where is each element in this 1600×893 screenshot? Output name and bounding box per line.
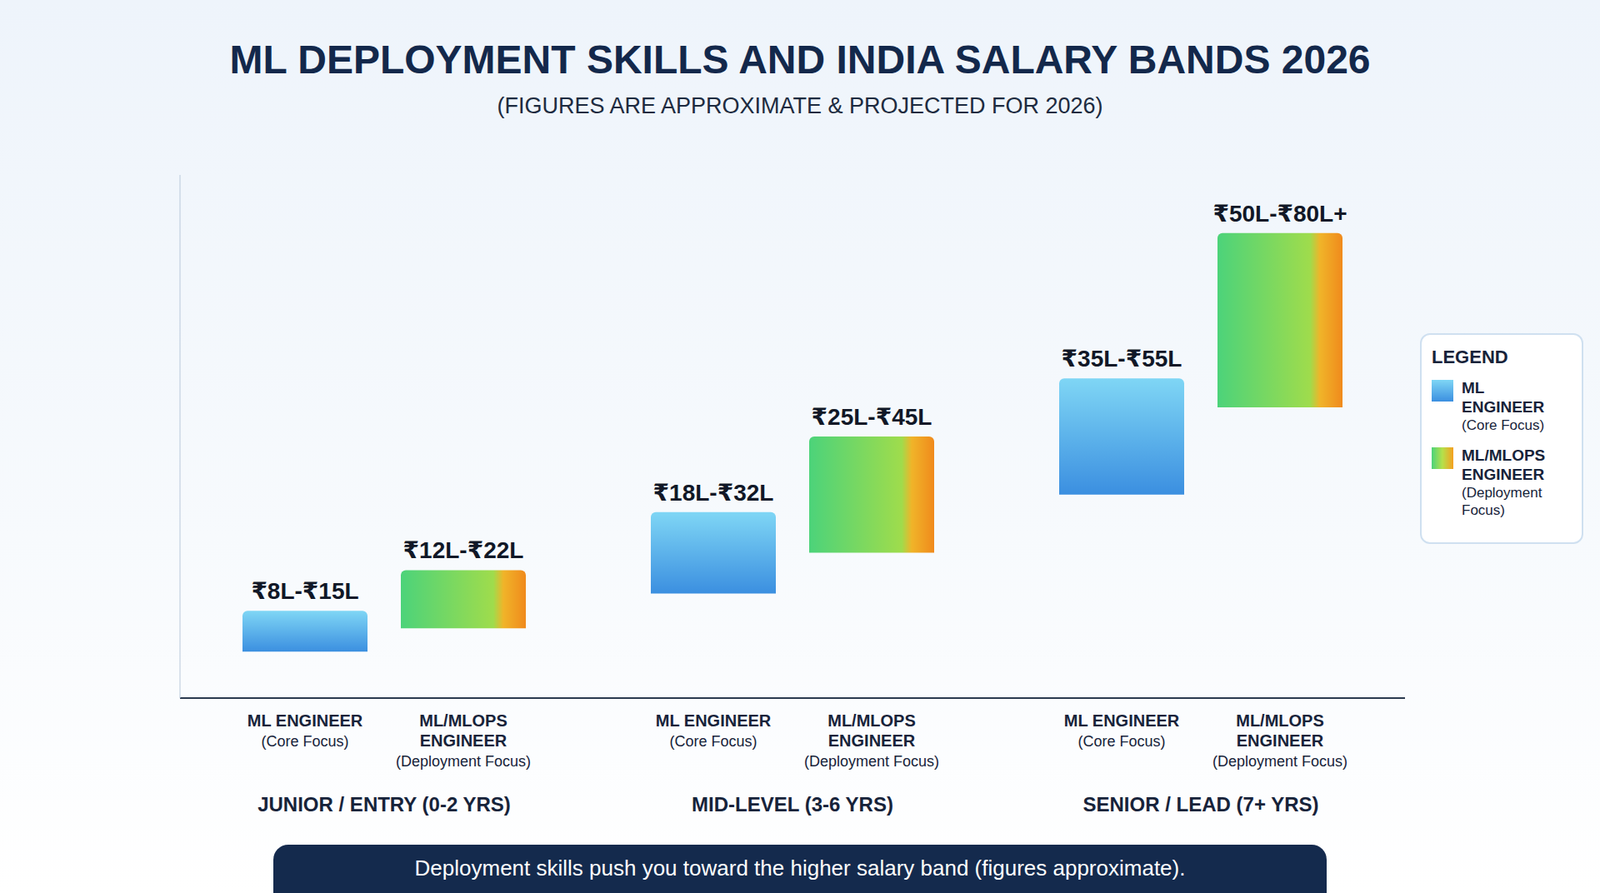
svg-text:₹12L-₹22L: ₹12L-₹22L <box>403 537 525 564</box>
svg-text:ML ENGINEER: ML ENGINEER <box>247 711 364 730</box>
svg-text:ENGINEER: ENGINEER <box>1236 731 1325 750</box>
html-text:ML ENGINEER: ML ENGINEER <box>1461 379 1545 416</box>
svg-text:ML ENGINEER: ML ENGINEER <box>1064 711 1180 730</box>
svg-text:₹35L-₹55L: ₹35L-₹55L <box>1061 345 1183 372</box>
svg-text:₹25L-₹45L: ₹25L-₹45L <box>811 404 933 430</box>
svg-text:(Deployment Focus): (Deployment Focus) <box>804 753 940 770</box>
html-text:ML DEPLOYMENT SKILLS AND INDIA: ML DEPLOYMENT SKILLS AND INDIA SALARY BA… <box>229 37 1371 82</box>
svg-text:MID-LEVEL (3-6 YRS): MID-LEVEL (3-6 YRS) <box>691 793 894 816</box>
html-text:(Deployment Focus): (Deployment Focus) <box>1461 485 1542 519</box>
svg-text:ENGINEER: ENGINEER <box>828 731 916 750</box>
svg-text:SENIOR / LEAD (7+ YRS): SENIOR / LEAD (7+ YRS) <box>1083 793 1320 816</box>
svg-text:ML/MLOPS: ML/MLOPS <box>419 711 508 730</box>
svg-text:(Core Focus): (Core Focus) <box>260 733 349 750</box>
svg-text:ML/MLOPS: ML/MLOPS <box>1235 711 1325 730</box>
html-text:ML/MLOPS ENGINEER: ML/MLOPS ENGINEER <box>1461 446 1546 484</box>
html-text:LEGEND: LEGEND <box>1431 346 1509 368</box>
svg-text:(Deployment Focus): (Deployment Focus) <box>395 753 531 770</box>
svg-text:(Core Focus): (Core Focus) <box>669 733 757 750</box>
svg-text:₹50L-₹80L+: ₹50L-₹80L+ <box>1212 200 1347 227</box>
svg-text:JUNIOR / ENTRY (0-2 YRS): JUNIOR / ENTRY (0-2 YRS) <box>257 793 511 816</box>
html-text:(FIGURES ARE APPROXIMATE & PRO: (FIGURES ARE APPROXIMATE & PROJECTED FOR… <box>497 93 1103 119</box>
html-text:(Core Focus): (Core Focus) <box>1461 417 1545 434</box>
svg-text:(Deployment Focus): (Deployment Focus) <box>1212 753 1348 770</box>
svg-text:(Core Focus): (Core Focus) <box>1077 733 1165 750</box>
html-text:Deployment skills push you tow: Deployment skills push you toward the hi… <box>414 855 1186 881</box>
svg-text:ENGINEER: ENGINEER <box>420 731 508 750</box>
svg-text:₹8L-₹15L: ₹8L-₹15L <box>250 578 359 605</box>
svg-text:₹18L-₹32L: ₹18L-₹32L <box>653 480 775 506</box>
svg-text:ML/MLOPS: ML/MLOPS <box>827 711 916 730</box>
svg-text:ML ENGINEER: ML ENGINEER <box>655 711 772 730</box>
